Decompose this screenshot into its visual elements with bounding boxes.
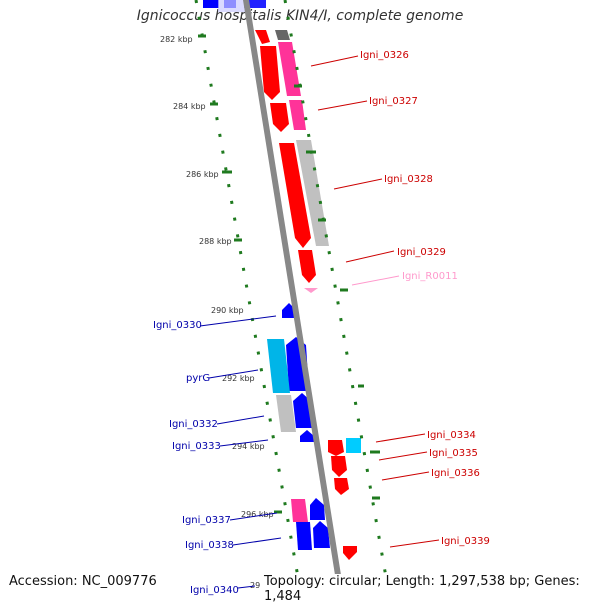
forward-cds-block[interactable] (270, 103, 289, 132)
gray-block[interactable] (276, 395, 296, 432)
gene-label-igni-0337[interactable]: Igni_0337 (182, 515, 231, 526)
tick-284: 284 kbp (173, 102, 206, 111)
gene-label-igni-r0011[interactable]: Igni_R0011 (402, 271, 458, 282)
gene-label-igni-0329[interactable]: Igni_0329 (397, 247, 446, 258)
forward-cds-block[interactable] (298, 250, 316, 283)
magenta-block[interactable] (275, 30, 290, 40)
reverse-cds-block[interactable] (203, 0, 219, 8)
tick-288: 288 kbp (199, 237, 232, 246)
accession-label: Accession: NC_009776 (9, 574, 157, 589)
gene-label-igni-0332[interactable]: Igni_0332 (169, 419, 218, 430)
forward-cds-block[interactable] (328, 440, 344, 456)
gene-label-igni-0330[interactable]: Igni_0330 (153, 320, 202, 331)
gene-label-igni-0338[interactable]: Igni_0338 (185, 540, 234, 551)
gc-skew-bars (198, 34, 380, 514)
rna-block[interactable] (304, 288, 318, 293)
forward-cds-block[interactable] (334, 478, 349, 495)
tick-292: 292 kbp (222, 374, 255, 383)
forward-gene-labels: Igni_0326 Igni_0327 Igni_0328 Igni_0329 … (310, 50, 490, 548)
gene-label-pyrg[interactable]: pyrG (186, 373, 210, 384)
gene-label-igni-0340[interactable]: Igni_0340 (190, 585, 239, 596)
tick-298: 29 (250, 581, 260, 590)
gene-label-igni-0326[interactable]: Igni_0326 (360, 50, 409, 61)
backbone-line (243, 0, 345, 600)
tick-296: 296 kbp (241, 510, 274, 519)
magenta-block[interactable] (278, 42, 301, 96)
magenta-block[interactable] (291, 499, 308, 522)
gene-label-igni-0334[interactable]: Igni_0334 (427, 430, 476, 441)
reverse-cds-block[interactable] (300, 430, 314, 442)
reverse-cds-block[interactable] (313, 521, 330, 548)
gene-label-igni-0333[interactable]: Igni_0333 (172, 441, 221, 452)
gene-label-igni-0327[interactable]: Igni_0327 (369, 96, 418, 107)
forward-cds-block[interactable] (260, 46, 280, 100)
forward-cds-block[interactable] (331, 456, 347, 477)
magenta-block[interactable] (289, 100, 306, 130)
reverse-cds-block[interactable] (244, 0, 266, 8)
reverse-gene-labels: Igni_0330 pyrG Igni_0332 Igni_0333 Igni_… (153, 315, 282, 596)
feature-blocks (203, 0, 361, 600)
forward-cds-block[interactable] (255, 30, 270, 44)
forward-cds-block[interactable] (279, 143, 311, 248)
reverse-cds-block[interactable] (310, 498, 325, 520)
gene-label-igni-0335[interactable]: Igni_0335 (429, 448, 478, 459)
topology-label: Topology: circular; Length: 1,297,538 bp… (262, 574, 600, 604)
tick-294: 294 kbp (232, 442, 265, 451)
kbp-ticks: 282 kbp 284 kbp 286 kbp 288 kbp 290 kbp … (160, 35, 274, 590)
gene-label-igni-0339[interactable]: Igni_0339 (441, 536, 490, 547)
gene-label-igni-0336[interactable]: Igni_0336 (431, 468, 480, 479)
forward-cds-block[interactable] (343, 546, 357, 560)
tick-290: 290 kbp (211, 306, 244, 315)
cyan-block[interactable] (346, 438, 361, 453)
gene-label-igni-0328[interactable]: Igni_0328 (384, 174, 433, 185)
tick-286: 286 kbp (186, 170, 219, 179)
orthologue-block (218, 0, 246, 12)
cyan-block[interactable] (267, 339, 290, 393)
tick-282: 282 kbp (160, 35, 193, 44)
reverse-cds-block[interactable] (296, 522, 312, 550)
